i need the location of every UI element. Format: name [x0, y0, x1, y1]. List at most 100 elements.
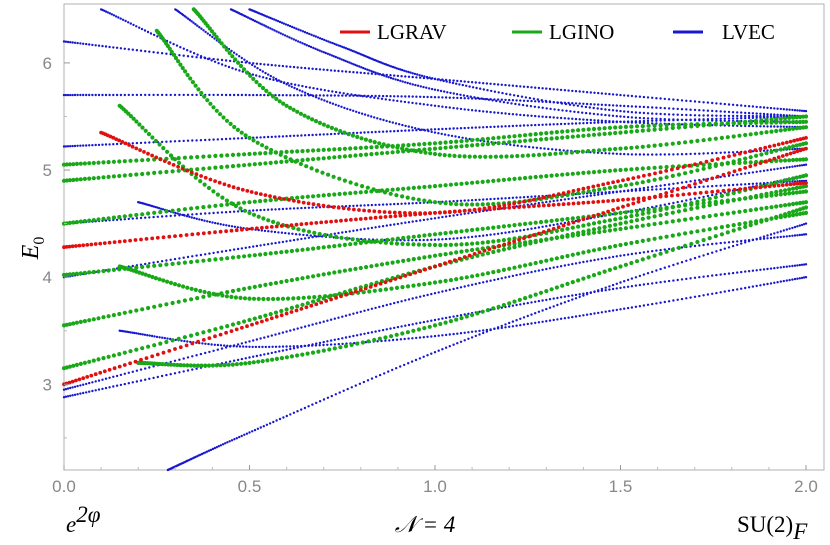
data-point [613, 146, 618, 152]
data-point [112, 93, 115, 97]
data-point [208, 101, 213, 106]
data-point [383, 372, 386, 375]
data-point [507, 301, 512, 306]
data-point [791, 186, 796, 191]
data-point [388, 120, 391, 124]
data-point [332, 346, 337, 351]
data-point [243, 133, 248, 138]
data-point [82, 219, 87, 224]
data-point [725, 135, 730, 140]
data-point [374, 203, 377, 207]
data-point [715, 114, 718, 117]
data-point [275, 296, 281, 301]
data-point [319, 300, 324, 305]
data-point [186, 340, 189, 343]
data-point [769, 168, 773, 171]
data-point [681, 165, 686, 169]
data-point [106, 160, 111, 165]
data-point [176, 261, 181, 266]
data-point [173, 347, 177, 351]
data-point [497, 204, 502, 209]
data-point [346, 107, 349, 111]
data-point [721, 155, 726, 160]
data-point [210, 343, 213, 346]
data-point [448, 201, 453, 206]
data-point [534, 114, 537, 118]
data-point [364, 265, 369, 270]
curve-lvec-1 [62, 233, 808, 391]
data-point [719, 117, 722, 121]
data-point [448, 237, 451, 240]
data-point [778, 179, 783, 184]
data-point [608, 288, 611, 291]
data-point [211, 221, 214, 224]
data-point [474, 235, 477, 238]
data-point [128, 172, 133, 178]
data-point [578, 118, 581, 121]
data-point [160, 215, 164, 218]
data-point [454, 135, 457, 138]
data-point [199, 253, 203, 257]
data-point [358, 190, 363, 195]
data-point [378, 288, 383, 293]
data-point [613, 168, 618, 173]
data-point [663, 183, 666, 187]
data-point [228, 121, 233, 126]
data-point [604, 191, 607, 194]
data-point [727, 241, 731, 244]
data-point [794, 208, 799, 213]
data-point [702, 275, 705, 278]
data-point [273, 150, 278, 155]
data-point [89, 373, 94, 378]
x-tick-label: 1.0 [423, 477, 447, 496]
data-point [165, 52, 168, 55]
data-point [400, 146, 405, 151]
data-point [517, 133, 522, 138]
data-point [328, 53, 331, 56]
data-point [715, 250, 718, 253]
data-point [452, 332, 455, 336]
data-point [533, 292, 538, 297]
data-point [106, 216, 111, 221]
data-point [284, 223, 289, 228]
data-point [537, 106, 540, 109]
data-point [367, 131, 370, 134]
data-point [470, 202, 475, 207]
data-point [640, 144, 645, 149]
data-point [82, 93, 85, 97]
data-point [235, 127, 240, 132]
data-point [248, 93, 251, 97]
data-point [467, 80, 470, 84]
data-point [611, 120, 615, 123]
data-point [193, 287, 198, 292]
data-point [766, 106, 769, 110]
data-point [374, 375, 378, 378]
data-point [370, 203, 374, 207]
data-point [737, 157, 742, 163]
data-point [305, 157, 310, 162]
data-point [292, 207, 296, 210]
data-point [344, 205, 348, 208]
data-point [213, 203, 218, 208]
data-point [619, 152, 622, 156]
data-point [515, 229, 518, 233]
data-point [433, 211, 437, 215]
data-point [575, 149, 580, 155]
data-point [258, 345, 261, 349]
data-point [762, 114, 766, 118]
data-point [274, 333, 277, 336]
data-point [165, 373, 168, 377]
data-point [146, 273, 152, 278]
data-point [348, 204, 351, 208]
data-point [719, 162, 725, 167]
data-point [496, 238, 501, 243]
data-point [804, 276, 808, 279]
data-point [242, 208, 248, 213]
data-point [69, 145, 72, 148]
data-point [537, 299, 541, 303]
data-point [736, 150, 739, 154]
data-point [500, 232, 503, 235]
data-point [407, 298, 411, 301]
data-point [600, 191, 604, 194]
data-point [485, 198, 489, 201]
